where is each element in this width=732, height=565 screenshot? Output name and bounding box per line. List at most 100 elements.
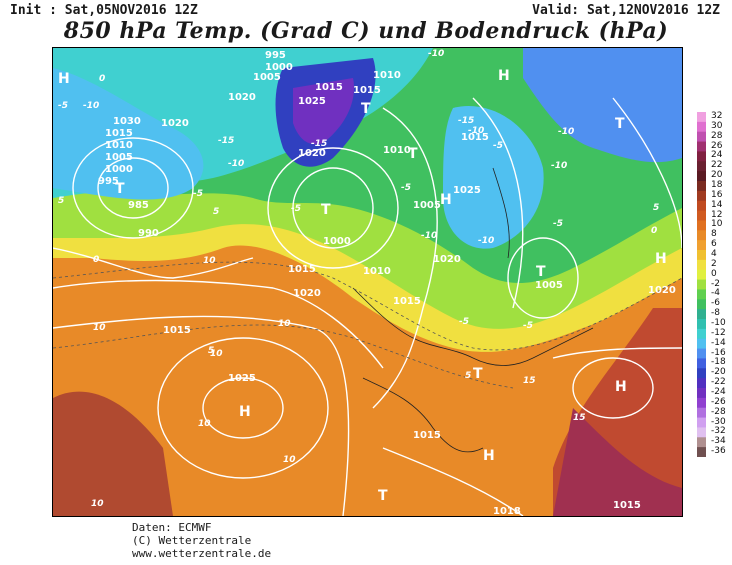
legend-swatch: [697, 427, 706, 438]
temp-label: -15: [311, 139, 327, 149]
temp-label: -5: [493, 141, 503, 151]
isobar-label: 1015: [163, 325, 191, 336]
isobar-label: 1015: [461, 132, 489, 143]
legend-swatch: [697, 358, 706, 369]
map-title: 850 hPa Temp. (Grad C) und Bodendruck (h…: [63, 18, 669, 44]
legend-swatch: [697, 141, 706, 152]
temp-label: -10: [468, 126, 484, 136]
legend-label: -36: [711, 446, 726, 457]
temp-label: -5: [459, 317, 469, 327]
isobar-label: 1020: [433, 254, 461, 265]
credits-data-source: Daten: ECMWF: [132, 521, 212, 534]
temp-label: 5: [213, 207, 219, 217]
temp-label: -5: [193, 189, 203, 199]
legend-swatch: [697, 161, 706, 172]
isobar-label: 995: [265, 50, 286, 61]
southeast-hot-area: [553, 408, 682, 516]
legend-swatch: [697, 259, 706, 271]
temp-label: 10: [198, 419, 211, 429]
legend-swatch: [697, 190, 706, 202]
legend-swatch: [697, 417, 706, 428]
isobar-label: 1030: [113, 116, 141, 127]
isobar-label: 1020: [293, 288, 321, 299]
high-center: H: [498, 68, 510, 84]
legend-swatch: [697, 407, 706, 419]
isobar-lines: [53, 97, 682, 516]
legend-swatch: [697, 348, 706, 359]
legend-label: -18: [711, 357, 726, 368]
legend-label: 18: [711, 180, 723, 190]
temp-label: 5: [653, 203, 659, 213]
legend-label: 0: [711, 268, 717, 279]
isotherm-lines: [53, 261, 682, 389]
legend-label: -34: [711, 436, 726, 447]
valid-time: Valid: Sat,12NOV2016 12Z: [532, 3, 720, 18]
legend-swatch: [697, 240, 706, 251]
isobar-label: 1005: [413, 200, 441, 211]
temp-label: -5: [58, 101, 68, 111]
legend-label: -28: [711, 406, 726, 417]
legend-label: 12: [711, 209, 723, 220]
isobar-label: 1015: [393, 296, 421, 307]
coastline-iberia: [362, 377, 484, 453]
temp-label: -10: [478, 236, 494, 246]
temp-label: 0: [651, 226, 657, 236]
temp-label: -10: [428, 49, 444, 59]
high-center: H: [655, 251, 667, 267]
isobar-label: 1005: [253, 72, 281, 83]
legend-label: 14: [711, 199, 723, 210]
isobar-label: 1015: [413, 430, 441, 441]
legend-swatch: [697, 210, 706, 221]
temp-label: 5: [58, 196, 64, 206]
legend-label: -14: [711, 337, 726, 348]
isobar-label: 1020: [161, 118, 189, 129]
legend-swatch: [697, 121, 706, 133]
low-center: T: [408, 146, 418, 162]
isobar-label: 1010: [363, 266, 391, 277]
legend-label: 4: [711, 249, 717, 259]
isobar-label: 1000: [265, 62, 293, 73]
legend-swatch: [697, 230, 706, 241]
legend-label: -20: [711, 367, 726, 378]
isobar-label: 1015: [613, 500, 641, 511]
init-time: Init : Sat,05NOV2016 12Z: [10, 3, 198, 18]
credits-copyright: (C) Wetterzentrale: [132, 534, 252, 547]
isobar-label: 1010: [383, 145, 411, 156]
legend-swatch: [697, 388, 706, 399]
isobar-labels: 995 1000 1005 1010 1015 1020 1025 1030 1…: [98, 50, 676, 516]
legend-swatch: [697, 289, 706, 300]
temp-label: -5: [553, 219, 563, 229]
legend-swatch: [697, 171, 706, 182]
isobar-label: 995: [98, 176, 119, 187]
temp-label: -5: [401, 183, 411, 193]
legend-label: 30: [711, 120, 723, 131]
low-center: T: [615, 116, 625, 132]
northeast-cold: [523, 48, 682, 163]
legend-swatch: [697, 181, 706, 192]
legend-swatch: [697, 269, 706, 281]
legend-swatch: [697, 250, 706, 261]
legend-swatch: [697, 328, 706, 340]
legend-swatch: [697, 200, 706, 212]
temp-label: -15: [458, 116, 474, 126]
isobar-label: 1020: [648, 285, 676, 296]
isobar-label: 990: [138, 228, 159, 239]
temp-label: 10: [283, 455, 296, 465]
legend-swatch: [697, 397, 706, 409]
isobar-label: 1025: [298, 96, 326, 107]
low-center: T: [361, 101, 371, 117]
temp-label: 15: [523, 376, 536, 386]
legend-label: -22: [711, 377, 726, 388]
weather-map: 995 1000 1005 1010 1015 1020 1025 1030 1…: [52, 47, 683, 517]
isobar-label: 1018: [493, 506, 521, 516]
isobar-label: 1015: [315, 82, 343, 93]
temperature-legend: 32 30 28 26 24 22 20 18 16 14 12 10 8 6 4 2 0 -2 -4 -6 -8 -10…: [697, 112, 732, 458]
high-center: H: [615, 379, 627, 395]
isotherm-labels: 0 -5 -10 -15 -15 -10 -5 5 10 10 5 10 5 -…: [58, 49, 659, 509]
low-center: T: [378, 488, 388, 504]
legend-swatch: [697, 279, 706, 290]
isobar-label: 1025: [453, 185, 481, 196]
header: Init : Sat,05NOV2016 12Z Valid: Sat,12NO…: [0, 0, 732, 20]
isobar-label: 1025: [228, 373, 256, 384]
isobar-label: 1000: [105, 164, 133, 175]
